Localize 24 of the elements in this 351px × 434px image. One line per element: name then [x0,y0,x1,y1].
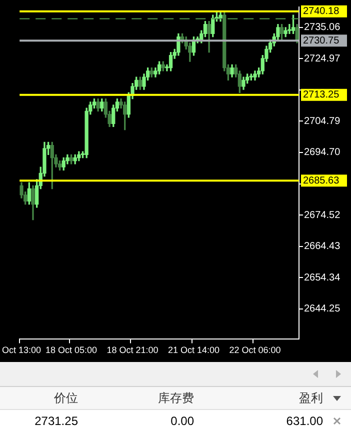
y-tick-label: 2654.34 [304,272,341,284]
y-tick-label: 2694.70 [304,147,341,158]
x-tick-label: 18 Oct 21:00 [106,345,158,356]
x-tick-label: Oct 13:00 [2,345,42,356]
x-tick-label: 21 Oct 14:00 [168,345,220,356]
y-tick-label: 2704.79 [304,116,341,127]
candlestick [288,24,292,34]
y-tick-label: 2644.25 [304,304,341,315]
y-tick-label: 2664.43 [304,241,341,252]
text: 价位 [54,390,78,404]
y-tick-label: 2674.52 [304,210,341,221]
text: 盈利 [299,390,323,404]
y-tick-label: 2724.97 [304,53,341,64]
x-tick-label: 18 Oct 05:00 [45,345,98,356]
y-tick-label: 2735.06 [304,22,341,34]
text: 库存费 [158,390,194,404]
text: 631.00 [286,414,323,428]
text: 0.00 [170,414,194,428]
x-tick-label: 22 Oct 06:00 [229,345,281,356]
ref-line-label: 2713.25 [303,90,340,101]
ref-line-label: 2685.63 [303,175,340,186]
ref-line-label: 2730.75 [303,35,340,46]
text: 2731.25 [34,414,78,428]
ref-line-label: 2740.18 [303,6,340,18]
